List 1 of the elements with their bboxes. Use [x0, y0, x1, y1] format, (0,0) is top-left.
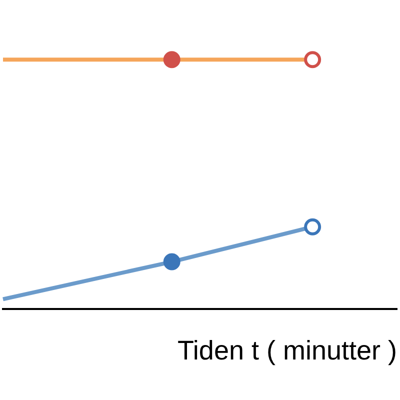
x-axis-title: Tiden t ( minutter ): [177, 335, 397, 366]
